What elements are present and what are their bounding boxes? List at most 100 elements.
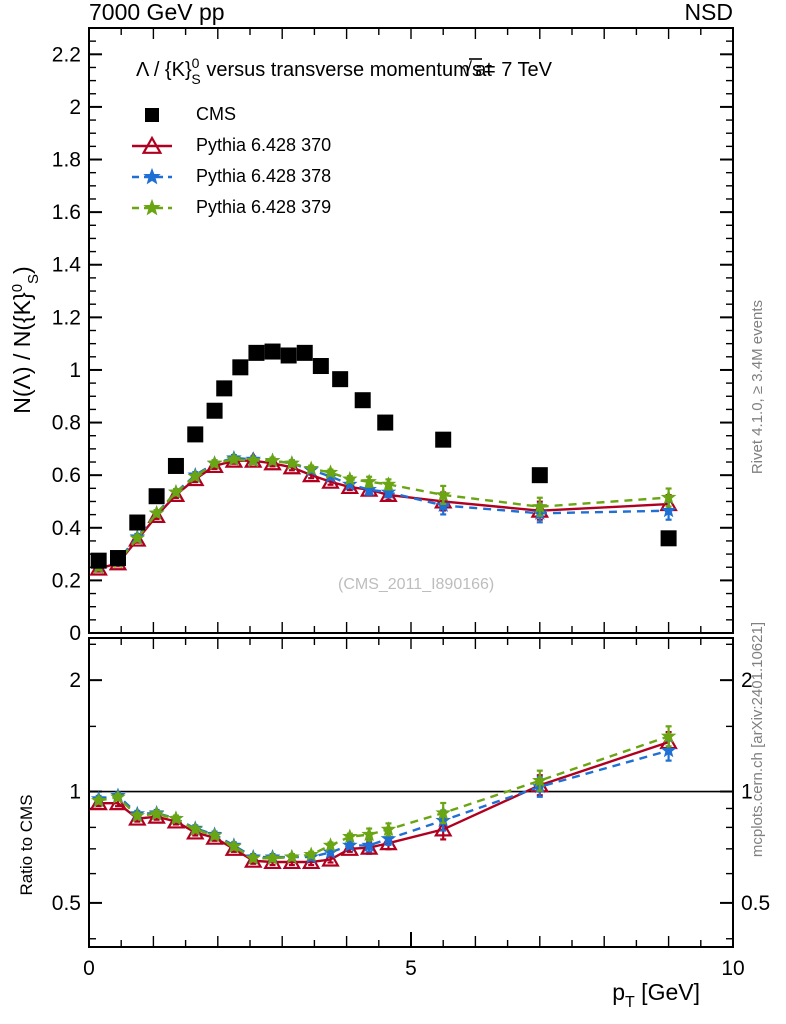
marker-star [322, 837, 339, 853]
marker-star [532, 772, 548, 788]
legend-label: Pythia 6.428 370 [196, 135, 331, 155]
marker-star [90, 792, 107, 808]
x-title-p: p [612, 979, 625, 1005]
marker-square [232, 359, 249, 376]
marker-star [435, 804, 451, 820]
marker-square [216, 380, 233, 397]
ratio-series-line [98, 749, 669, 859]
marker-star [148, 505, 165, 520]
marker-square [206, 402, 223, 419]
ratio-y-tick-label: 0.5 [52, 892, 81, 915]
x-axis-title: pT [GeV] [612, 979, 700, 1011]
marker-star [129, 530, 146, 545]
legend-entry[interactable]: Pythia 6.428 370 [132, 135, 331, 155]
marker-star [660, 742, 677, 758]
legend-entry[interactable]: Pythia 6.428 379 [132, 197, 331, 217]
marker-star [245, 850, 261, 865]
ratio-series-1 [89, 731, 678, 870]
y-axis-title: N(Λ) / N({K}0S) [9, 266, 42, 413]
marker-star [226, 838, 242, 854]
ratio-y-tick-label-right: 1 [741, 781, 753, 804]
y-tick-label: 1.8 [52, 149, 81, 172]
marker-triangle [433, 820, 453, 837]
legend-label: CMS [196, 104, 236, 124]
ratio-y-tick-label-right: 0.5 [741, 892, 770, 915]
marker-star [143, 198, 161, 216]
title-rest: versus transverse momentum at [201, 59, 493, 81]
side-label-rivet: Rivet 4.1.0, ≥ 3.4M events [749, 300, 766, 474]
marker-square [312, 358, 329, 375]
marker-star [148, 805, 165, 821]
marker-star [322, 464, 339, 480]
marker-star [342, 476, 358, 491]
y-tick-label: 1.4 [52, 254, 82, 277]
marker-triangle [128, 530, 147, 547]
title-kaon-sup: 0 [192, 55, 200, 71]
y-tick-label: 1.6 [52, 201, 81, 224]
marker-star [110, 789, 126, 804]
plot-title-energy: = 7 TeV [484, 59, 553, 81]
marker-square [296, 344, 313, 361]
marker-star [129, 807, 146, 823]
y-tick-label: 0 [69, 622, 81, 645]
marker-star [361, 826, 377, 842]
header-left: 7000 GeV pp [89, 0, 225, 25]
marker-star [361, 481, 377, 497]
y-title-close: ) [9, 266, 35, 274]
y-title-main: N(Λ) / N({K} [9, 292, 35, 414]
x-title-sub: T [625, 994, 635, 1011]
marker-square [109, 550, 126, 567]
plot-title: Λ / {K}0 S versus transverse momentum at [136, 55, 492, 87]
marker-star [206, 827, 223, 843]
marker-star [660, 502, 677, 518]
plot-title-sqrt: √s [461, 59, 482, 81]
marker-star [532, 498, 548, 514]
x-tick-label: 10 [721, 957, 744, 980]
marker-square [435, 431, 452, 448]
marker-star [435, 486, 451, 502]
marker-star [361, 473, 377, 489]
marker-triangle [147, 506, 166, 523]
marker-square [264, 343, 281, 360]
ratio-series-3 [90, 725, 677, 865]
marker-triangle [340, 477, 360, 495]
marker-star [284, 848, 300, 864]
y-tick-label: 0.6 [52, 464, 81, 487]
marker-square [280, 347, 297, 364]
series-line [98, 459, 669, 570]
marker-star [284, 455, 300, 470]
legend-entry[interactable]: Pythia 6.428 378 [132, 166, 331, 186]
marker-square [248, 344, 265, 361]
y-tick-label: 0.2 [52, 569, 81, 592]
side-label-mcplots: mcplots.cern.ch [arXiv:2401.10621] [749, 622, 766, 857]
y-tick-label: 1.2 [52, 306, 81, 329]
marker-star [168, 810, 184, 826]
marker-star [361, 837, 377, 853]
marker-square [145, 108, 159, 122]
legend-label: Pythia 6.428 379 [196, 197, 331, 217]
marker-square [377, 414, 394, 431]
marker-square [167, 457, 184, 474]
marker-star [143, 167, 161, 185]
marker-star [322, 844, 339, 859]
ratio-y-tick-label: 1 [69, 781, 81, 804]
legend-entry[interactable]: CMS [145, 104, 236, 124]
marker-square [354, 392, 371, 409]
y-tick-label: 2.2 [52, 43, 81, 66]
marker-star [660, 728, 677, 743]
marker-square [148, 488, 165, 505]
header-right: NSD [684, 0, 733, 25]
ratio-y-tick-label-right: 2 [741, 669, 753, 692]
y-title-sub: S [25, 274, 42, 284]
marker-star [206, 455, 223, 470]
series-cms [90, 343, 677, 569]
marker-star [245, 452, 261, 468]
ratio-series-line [98, 735, 669, 860]
marker-star [380, 484, 397, 499]
marker-star [264, 452, 281, 468]
x-tick-label: 5 [405, 957, 417, 980]
marker-star [342, 470, 358, 486]
marker-triangle [359, 838, 379, 855]
